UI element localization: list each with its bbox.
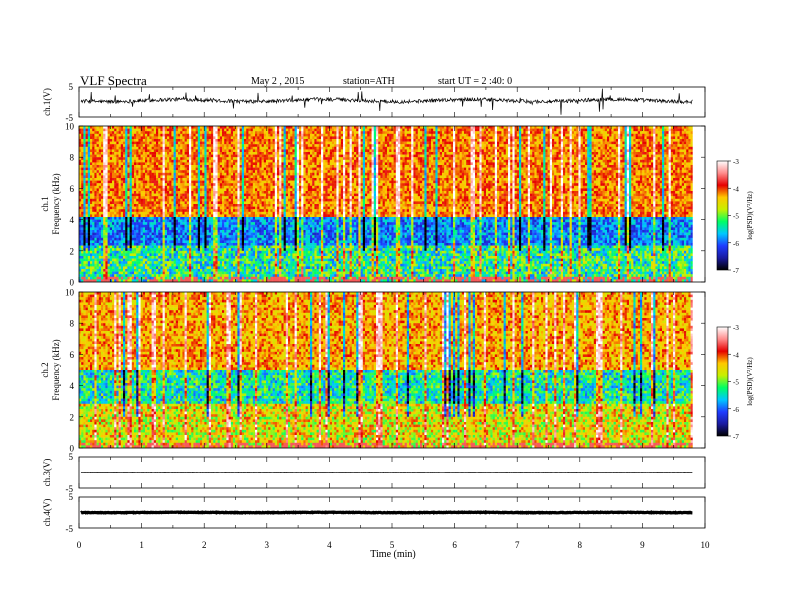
ch1-waveform-panel: 5-5ch.1(V) [42,82,705,123]
x-tick-label: 2 [202,540,207,550]
colorbar-gradient [717,327,728,436]
ch1-spectrogram-image [79,126,693,282]
colorbar-tick-label: -6 [733,240,739,248]
x-tick-label: 7 [515,540,520,550]
x-tick-label: 10 [701,540,711,550]
x-tick-label: 9 [640,540,645,550]
y-tick-label: 5 [69,82,74,92]
x-tick-label: 0 [77,540,82,550]
colorbar-tick-label: -4 [733,185,739,193]
y-tick-label: 10 [65,122,75,132]
y-tick-label: 2 [70,246,75,256]
colorbar-tick-label: -7 [733,433,739,441]
ch4-waveform-ylabel: ch.4(V) [42,499,52,527]
ch1-waveform-ylabel: ch.1(V) [42,88,52,116]
colorbar-tick-label: -5 [733,213,739,221]
y-tick-label: 2 [70,412,75,422]
colorbar-tick-label: -3 [733,324,739,332]
y-tick-label: -5 [66,524,74,534]
x-tick-label: 6 [452,540,457,550]
colorbar-label: log(PSD)(V²/Hz) [746,357,754,406]
y-tick-label: 0 [70,278,75,288]
colorbar-gradient [717,161,728,270]
ch4-waveform-panel: 5 -5 ch.4(V) [42,492,705,534]
x-axis: 0 1 2 3 4 5 6 7 8 9 10 [77,540,710,550]
y-tick-label: 4 [70,215,75,225]
y-tick-label: 5 [69,492,74,502]
ch3-waveform-ylabel: ch.3(V) [42,459,52,487]
colorbar-label: log(PSD)(V²/Hz) [746,191,754,240]
x-tick-label: 8 [578,540,583,550]
ch2-spectrogram-image [79,292,693,448]
ch1-spectrogram-panel: 0 2 4 6 8 10 ch.1 Frequency (kHz) -3 -4 -5 -6 -7 log(… [40,122,754,288]
x-tick-label: 1 [139,540,144,550]
vlf-figure: Time (min) 5-5ch.1(V)0246810ch.1 Frequenc… [0,0,792,612]
y-tick-label: 8 [70,319,75,329]
y-tick-label: 8 [70,153,75,163]
x-tick-label: 3 [265,540,270,550]
colorbar-tick-label: -3 [733,158,739,166]
colorbar-tick-label: -7 [733,267,739,275]
x-tick-label: 4 [327,540,332,550]
ch1-spectrogram-channel-label: ch.1 [40,196,50,211]
y-tick-label: 4 [70,381,75,391]
colorbar-tick-label: -6 [733,406,739,414]
y-tick-label: 6 [70,184,75,194]
colorbar-tick-label: -4 [733,351,739,359]
ch2-spectrogram-colorbar: -3 -4 -5 -6 -7 log(PSD)(V²/Hz) [717,324,754,441]
colorbar-tick-label: -5 [733,379,739,387]
y-tick-label: 5 [69,452,74,462]
ch4-waveform-trace [81,512,692,513]
x-axis-label: Time (min) [370,549,415,560]
ch2-spectrogram-channel-label: ch.2 [40,362,50,377]
ch1-spectrogram-ylabel: Frequency (kHz) [51,173,61,234]
ch2-spectrogram-ylabel: Frequency (kHz) [51,339,61,400]
ch1-spectrogram-colorbar: -3 -4 -5 -6 -7 log(PSD)(V²/Hz) [717,158,754,275]
ch3-waveform-panel: 5-5ch.3(V) [42,452,705,494]
y-tick-label: 6 [70,350,75,360]
y-tick-label: 10 [65,288,75,298]
x-tick-label: 5 [390,540,395,550]
